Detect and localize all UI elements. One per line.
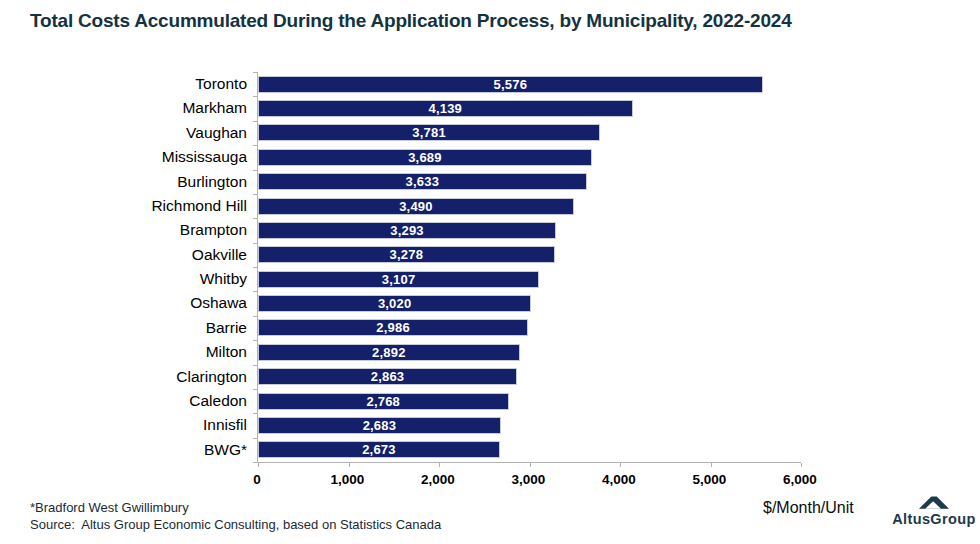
bar-value-label: 3,689	[259, 150, 591, 165]
y-axis-tick	[253, 170, 258, 171]
category-label: Vaughan	[0, 121, 247, 145]
x-axis-tick-label: 0	[222, 472, 292, 487]
footnote-block: *Bradford West Gwillimbury Source: Altus…	[30, 499, 441, 533]
bar: 3,020	[258, 295, 531, 312]
bar: 2,892	[258, 344, 520, 361]
y-axis-tick	[253, 121, 258, 122]
bar-value-label: 3,633	[259, 174, 586, 189]
category-label: Burlington	[0, 170, 247, 194]
y-axis-tick	[253, 267, 258, 268]
y-axis-tick	[253, 96, 258, 97]
x-axis-tick-label: 2,000	[403, 472, 473, 487]
y-axis-tick	[253, 438, 258, 439]
y-axis-tick	[253, 72, 258, 73]
bar-value-label: 3,278	[259, 247, 554, 262]
footnote: *Bradford West Gwillimbury	[30, 499, 441, 516]
bar: 3,490	[258, 198, 574, 215]
y-axis-tick	[253, 194, 258, 195]
bar: 2,768	[258, 393, 509, 410]
bar: 3,107	[258, 271, 539, 288]
bar: 3,689	[258, 149, 592, 166]
bar: 3,293	[258, 222, 556, 239]
bar-value-label: 3,490	[259, 199, 573, 214]
category-label: Barrie	[0, 316, 247, 340]
x-axis-tick-label: 3,000	[494, 472, 564, 487]
bar-value-label: 3,107	[259, 272, 538, 287]
bar-value-label: 2,673	[259, 442, 499, 457]
category-label: Markham	[0, 96, 247, 120]
category-label: Richmond Hill	[0, 194, 247, 218]
x-axis-tick	[620, 463, 621, 467]
bar: 3,781	[258, 124, 600, 141]
category-label: Innisfil	[0, 413, 247, 437]
chart-title: Total Costs Accummulated During the Appl…	[30, 10, 792, 32]
category-label: Toronto	[0, 72, 247, 96]
bar-value-label: 5,576	[259, 77, 762, 92]
plot-area: 5,576 4,139 3,781 3,689 3,633 3,490 3,293 3,278…	[257, 72, 801, 463]
y-axis-tick	[253, 340, 258, 341]
x-axis-tick	[349, 463, 350, 467]
bar-value-label: 2,986	[259, 320, 527, 335]
bar-value-label: 2,863	[259, 369, 516, 384]
bar-value-label: 3,020	[259, 296, 530, 311]
bar: 2,683	[258, 417, 501, 434]
bar: 2,863	[258, 368, 517, 385]
bar-value-label: 2,892	[259, 345, 519, 360]
source-note: Source: Altus Group Economic Consulting,…	[30, 516, 441, 533]
bar: 4,139	[258, 100, 633, 117]
y-axis-tick	[253, 389, 258, 390]
chart-page: Total Costs Accummulated During the Appl…	[0, 0, 980, 544]
category-label: Oakville	[0, 243, 247, 267]
bar: 2,673	[258, 441, 500, 458]
units-label: $/Month/Unit	[763, 499, 854, 517]
bar-value-label: 3,293	[259, 223, 555, 238]
x-axis-tick	[530, 463, 531, 467]
y-axis-tick	[253, 413, 258, 414]
category-label: BWG*	[0, 438, 247, 462]
category-axis: TorontoMarkhamVaughanMississaugaBurlingt…	[0, 72, 247, 462]
category-label: Whitby	[0, 267, 247, 291]
x-axis-tick-label: 5,000	[675, 472, 745, 487]
x-axis-tick	[801, 463, 802, 467]
mountain-icon	[919, 496, 949, 510]
x-axis-tick	[258, 463, 259, 467]
category-label: Caledon	[0, 389, 247, 413]
category-label: Mississauga	[0, 145, 247, 169]
y-axis-tick	[253, 291, 258, 292]
category-label: Brampton	[0, 218, 247, 242]
logo-text: AltusGroup	[891, 511, 977, 527]
category-label: Milton	[0, 340, 247, 364]
y-axis-tick	[253, 218, 258, 219]
y-axis-tick	[253, 145, 258, 146]
bar: 3,633	[258, 173, 587, 190]
x-axis-tick-label: 4,000	[584, 472, 654, 487]
bar-value-label: 4,139	[259, 101, 632, 116]
y-axis-tick	[253, 243, 258, 244]
bar: 2,986	[258, 319, 528, 336]
category-label: Clarington	[0, 365, 247, 389]
x-axis-tick-label: 6,000	[765, 472, 835, 487]
bar-value-label: 2,768	[259, 394, 508, 409]
x-axis-tick-label: 1,000	[313, 472, 383, 487]
altus-group-logo: AltusGroup	[891, 496, 977, 527]
category-label: Oshawa	[0, 291, 247, 315]
bar: 3,278	[258, 246, 555, 263]
x-axis-tick	[711, 463, 712, 467]
bar-value-label: 2,683	[259, 418, 500, 433]
y-axis-tick	[253, 316, 258, 317]
x-axis-tick	[439, 463, 440, 467]
bar-value-label: 3,781	[259, 125, 599, 140]
y-axis-tick	[253, 365, 258, 366]
bar: 5,576	[258, 76, 763, 93]
